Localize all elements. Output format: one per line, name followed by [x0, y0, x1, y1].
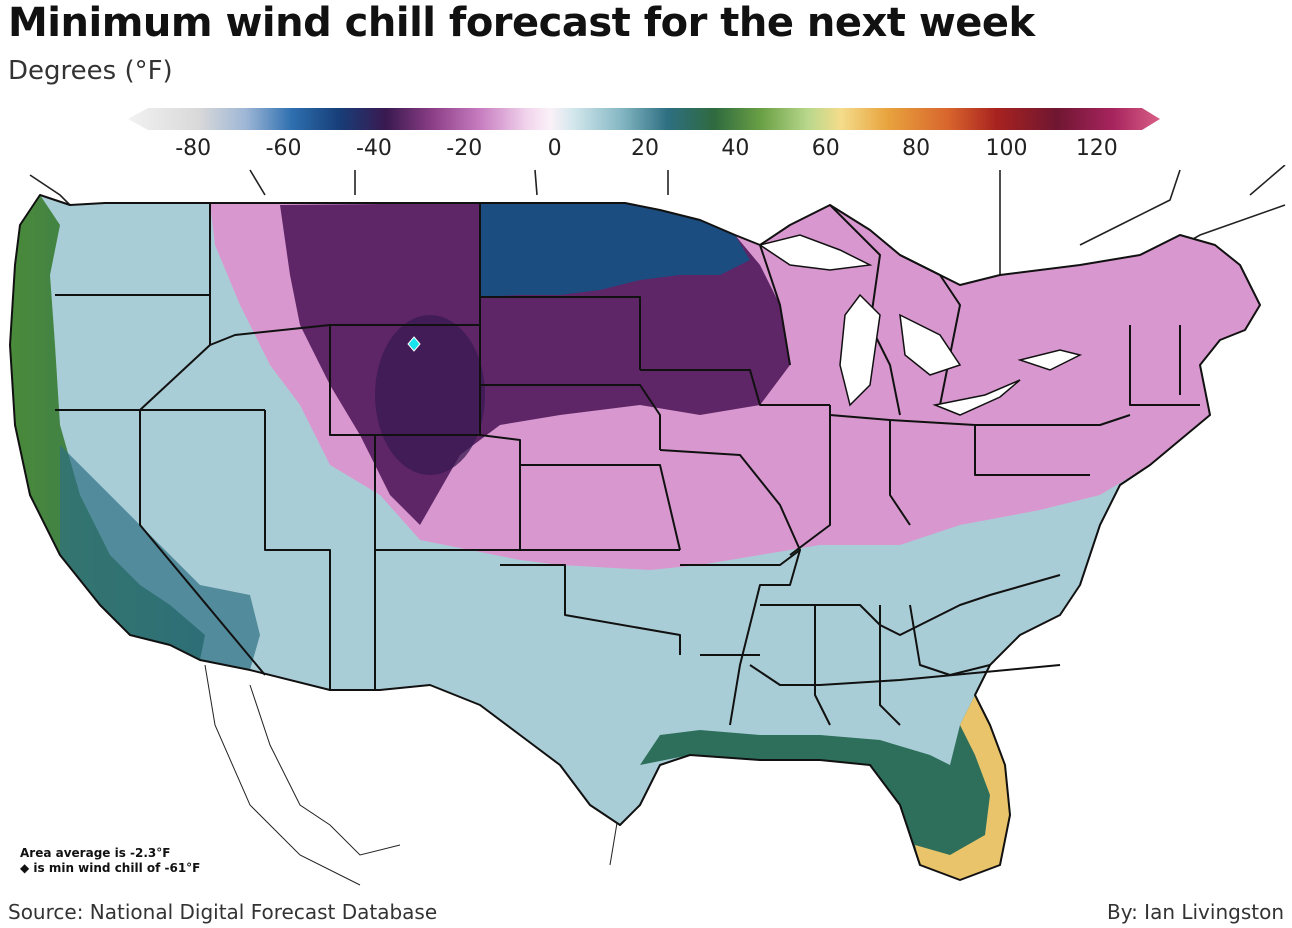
west-coast-warm: [10, 195, 205, 660]
colorbar-tick-label: -60: [265, 136, 302, 161]
colorbar-tick-label: 20: [631, 136, 659, 161]
min-wind-chill-marker: [407, 336, 421, 352]
source-credit: Source: National Digital Forecast Databa…: [8, 900, 438, 924]
colorbar-tick-label: 80: [902, 136, 931, 161]
chart-subtitle: Degrees (°F): [8, 56, 173, 86]
colorbar-tick-label: -20: [446, 136, 483, 161]
colorbar-tick-label: 0: [547, 136, 562, 161]
colorbar-tick-label: 100: [985, 136, 1028, 161]
colorbar-tick-label: 120: [1075, 136, 1118, 161]
colorbar-legend: [128, 108, 1160, 130]
florida-warm: [915, 695, 1010, 880]
colorbar-tick-label: 60: [811, 136, 840, 161]
colorbar-tick-label: -40: [355, 136, 392, 161]
colorbar-tick-label: -80: [175, 136, 212, 161]
gulf-coast-warm: [640, 695, 1010, 880]
byline: By: Ian Livingston: [1106, 900, 1284, 924]
chart-title: Minimum wind chill forecast for the next…: [8, 0, 1035, 46]
colorbar-tick-label: 40: [721, 136, 750, 161]
arctic-core-west: [375, 315, 485, 475]
state-borders: [9, 194, 1261, 881]
great-lakes: [758, 234, 1083, 416]
colorbar-bar: [128, 108, 1160, 130]
min-marker-note: ◆ is min wind chill of -61°F: [20, 861, 201, 875]
us-map: [9, 165, 1286, 886]
arctic-core: [480, 203, 750, 297]
area-average-note: Area average is -2.3°F: [20, 846, 171, 860]
